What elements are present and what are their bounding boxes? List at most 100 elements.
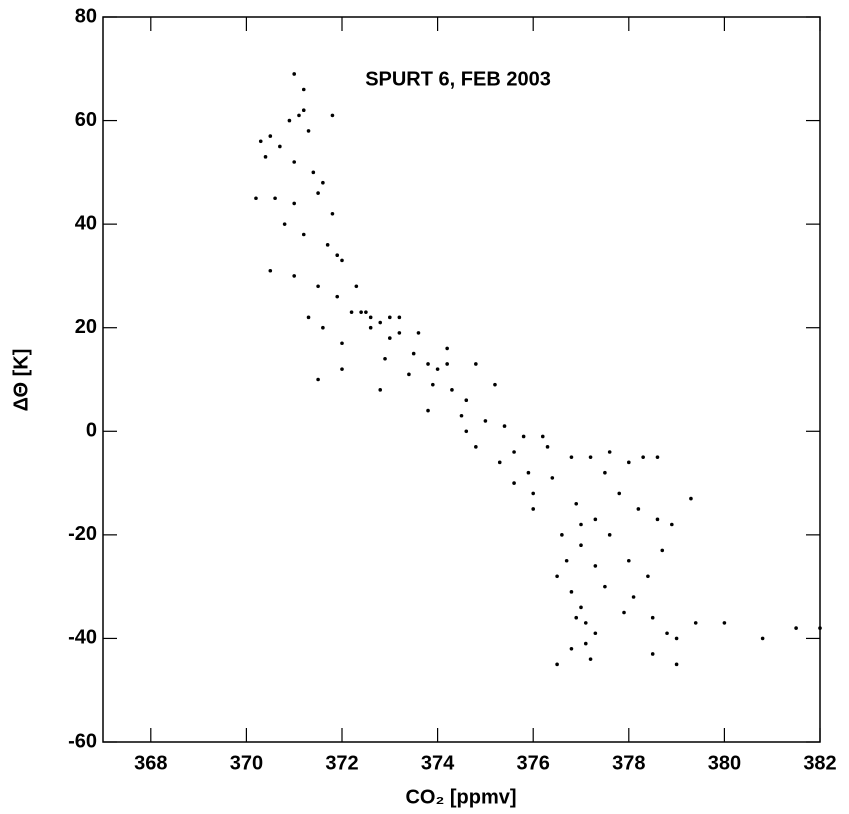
point xyxy=(660,548,665,553)
point xyxy=(588,657,593,661)
point xyxy=(593,564,598,568)
point xyxy=(579,605,583,610)
point xyxy=(316,191,320,195)
point xyxy=(603,584,607,589)
point xyxy=(569,646,574,651)
point xyxy=(794,626,798,630)
y-tick-label: 80 xyxy=(75,5,97,27)
point xyxy=(263,155,268,159)
point xyxy=(560,533,564,537)
point xyxy=(631,595,636,599)
point xyxy=(306,315,311,320)
point xyxy=(340,341,344,346)
point xyxy=(674,636,679,641)
point xyxy=(569,455,574,459)
point xyxy=(641,455,645,459)
y-tick-label: -60 xyxy=(68,730,97,752)
y-tick-label: 0 xyxy=(86,420,97,442)
point xyxy=(607,450,612,454)
point xyxy=(359,310,363,314)
point xyxy=(426,408,430,413)
point xyxy=(674,662,679,667)
point xyxy=(292,160,297,164)
point xyxy=(583,641,588,646)
x-tick-label: 378 xyxy=(612,752,645,774)
x-tick-label: 374 xyxy=(421,752,455,774)
y-tick-label: 40 xyxy=(75,212,97,234)
point xyxy=(397,331,402,335)
point xyxy=(340,258,344,263)
point xyxy=(622,610,626,615)
point xyxy=(627,460,631,465)
point xyxy=(603,470,607,475)
point xyxy=(593,631,598,636)
point xyxy=(650,615,655,620)
point xyxy=(607,533,612,537)
point xyxy=(435,367,440,371)
x-tick-label: 368 xyxy=(134,752,167,774)
point xyxy=(646,574,650,579)
point xyxy=(588,455,593,459)
point xyxy=(545,445,550,449)
point xyxy=(564,558,569,563)
point xyxy=(574,501,579,506)
point xyxy=(325,243,330,247)
chart-title: SPURT 6, FEB 2003 xyxy=(365,68,551,90)
point xyxy=(550,476,555,480)
y-tick-label: -20 xyxy=(68,523,97,545)
point xyxy=(368,325,373,330)
x-tick-label: 380 xyxy=(708,752,741,774)
point xyxy=(540,434,545,439)
point xyxy=(445,362,449,366)
point xyxy=(335,253,340,258)
point xyxy=(531,507,535,511)
point xyxy=(378,320,383,325)
point xyxy=(301,232,306,237)
point xyxy=(655,455,660,459)
point xyxy=(292,201,297,206)
point xyxy=(593,517,598,522)
x-tick-label: 376 xyxy=(517,752,550,774)
point xyxy=(569,590,574,594)
point xyxy=(388,336,392,340)
point xyxy=(287,118,292,123)
point xyxy=(330,113,335,118)
point xyxy=(330,211,335,216)
point xyxy=(278,144,282,149)
point xyxy=(354,284,359,289)
point xyxy=(301,87,306,92)
point xyxy=(502,424,507,428)
x-tick-label: 372 xyxy=(325,752,358,774)
point xyxy=(407,372,411,377)
point xyxy=(722,621,727,625)
point xyxy=(583,621,588,625)
point xyxy=(273,196,277,201)
point xyxy=(655,517,660,522)
y-tick-label: 20 xyxy=(75,316,97,338)
point xyxy=(297,113,301,118)
point xyxy=(579,522,583,527)
point xyxy=(464,398,469,403)
point xyxy=(301,108,306,113)
point xyxy=(555,574,559,579)
point xyxy=(574,615,579,620)
point xyxy=(268,268,273,273)
y-tick-label: 60 xyxy=(75,109,97,131)
point xyxy=(335,294,340,299)
point xyxy=(760,636,765,641)
point xyxy=(397,315,402,320)
point xyxy=(445,346,449,351)
point xyxy=(818,626,822,630)
point xyxy=(383,356,387,361)
point xyxy=(636,507,641,511)
x-axis-label: CO₂ [ppmv] xyxy=(405,786,516,808)
x-tick-label: 382 xyxy=(803,752,836,774)
point xyxy=(459,413,464,418)
point xyxy=(254,196,258,201)
point xyxy=(378,388,383,392)
point xyxy=(316,377,320,382)
point xyxy=(474,445,478,449)
x-tick-label: 370 xyxy=(230,752,263,774)
plot-frame xyxy=(102,16,821,743)
point xyxy=(349,310,354,314)
